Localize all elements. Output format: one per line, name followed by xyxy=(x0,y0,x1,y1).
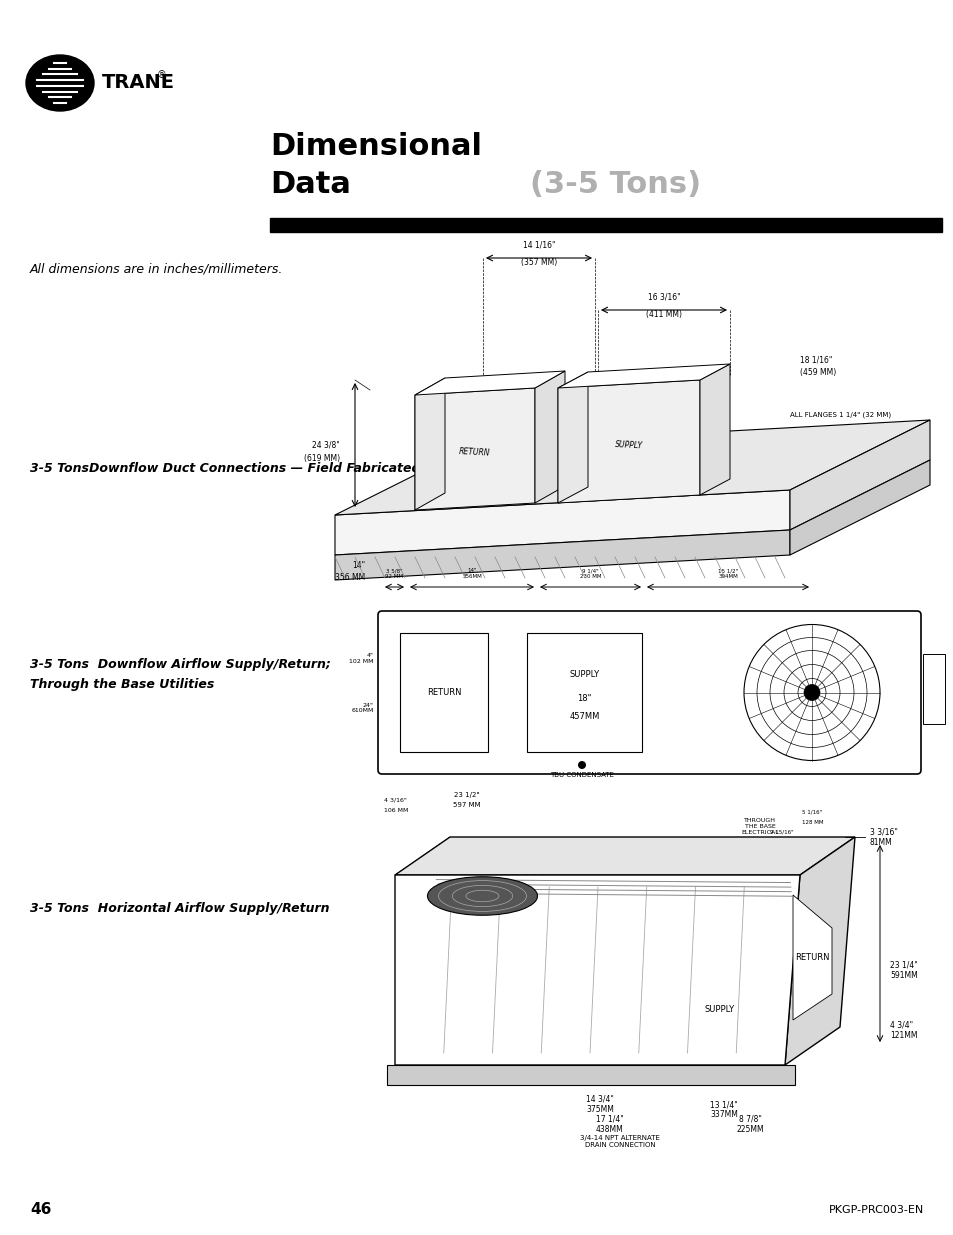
Polygon shape xyxy=(792,895,831,1020)
Polygon shape xyxy=(335,490,789,555)
Text: SUPPLY: SUPPLY xyxy=(704,1005,735,1014)
Circle shape xyxy=(743,625,879,761)
Polygon shape xyxy=(335,530,789,580)
Text: (411 MM): (411 MM) xyxy=(645,310,681,319)
Text: 3-5 Tons  Horizontal Airflow Supply/Return: 3-5 Tons Horizontal Airflow Supply/Retur… xyxy=(30,902,329,915)
Text: 23 1/2": 23 1/2" xyxy=(454,792,479,798)
Polygon shape xyxy=(395,837,854,876)
Text: 3-5 Tons  Downflow Airflow Supply/Return;: 3-5 Tons Downflow Airflow Supply/Return; xyxy=(30,658,331,671)
Text: TRANE: TRANE xyxy=(102,74,174,93)
Text: 24"
610MM: 24" 610MM xyxy=(352,703,374,714)
Text: 5 1/16": 5 1/16" xyxy=(801,810,821,815)
Text: THROUGH
THE BASE
ELECTRICAL: THROUGH THE BASE ELECTRICAL xyxy=(740,818,778,835)
Text: 3 5/8"
92 MM: 3 5/8" 92 MM xyxy=(385,568,403,579)
Text: 4 3/16": 4 3/16" xyxy=(384,798,406,803)
Text: 16 3/16": 16 3/16" xyxy=(647,293,679,303)
Text: RETURN: RETURN xyxy=(795,953,829,962)
Polygon shape xyxy=(700,364,729,495)
Text: 14 3/4"
375MM: 14 3/4" 375MM xyxy=(585,1095,614,1114)
Text: 46: 46 xyxy=(30,1203,51,1218)
Ellipse shape xyxy=(26,56,94,111)
Text: TBU CONDENSATE: TBU CONDENSATE xyxy=(550,772,614,778)
Text: 457MM: 457MM xyxy=(569,711,599,721)
Text: 14"
356MM: 14" 356MM xyxy=(461,568,481,579)
Circle shape xyxy=(803,684,820,700)
Text: PKGP-PRC003-EN: PKGP-PRC003-EN xyxy=(828,1205,923,1215)
Text: 3-5 TonsDownflow Duct Connections — Field Fabricated: 3-5 TonsDownflow Duct Connections — Fiel… xyxy=(30,462,420,475)
Text: 24 3/8": 24 3/8" xyxy=(312,441,339,450)
Text: ®: ® xyxy=(157,70,167,80)
Polygon shape xyxy=(558,364,729,388)
Polygon shape xyxy=(789,420,929,530)
Ellipse shape xyxy=(427,877,537,915)
Polygon shape xyxy=(535,370,564,503)
Text: Data: Data xyxy=(270,170,351,199)
Text: 3 3/16"
81MM: 3 3/16" 81MM xyxy=(869,827,897,847)
Text: 15 1/2"
394MM: 15 1/2" 394MM xyxy=(718,568,738,579)
Text: (357 MM): (357 MM) xyxy=(520,258,557,267)
Bar xyxy=(923,653,944,724)
Polygon shape xyxy=(789,459,929,555)
Polygon shape xyxy=(558,372,587,503)
Text: 3/4-14 NPT ALTERNATE
DRAIN CONNECTION: 3/4-14 NPT ALTERNATE DRAIN CONNECTION xyxy=(579,1135,659,1149)
Polygon shape xyxy=(784,837,854,1065)
Text: ALL FLANGES 1 1/4" (32 MM): ALL FLANGES 1 1/4" (32 MM) xyxy=(789,411,890,419)
Text: RETURN: RETURN xyxy=(458,447,491,458)
Polygon shape xyxy=(558,380,700,503)
Text: (459 MM): (459 MM) xyxy=(800,368,836,378)
Text: 17 1/4"
438MM: 17 1/4" 438MM xyxy=(596,1115,623,1135)
Text: (3-5 Tons): (3-5 Tons) xyxy=(530,170,700,199)
Polygon shape xyxy=(415,378,444,510)
Text: 356 MM: 356 MM xyxy=(335,573,365,583)
Text: Through the Base Utilities: Through the Base Utilities xyxy=(30,678,214,692)
Text: 597 MM: 597 MM xyxy=(453,802,480,808)
Text: 4 3/4"
121MM: 4 3/4" 121MM xyxy=(889,1020,917,1040)
Text: 18 1/16": 18 1/16" xyxy=(800,356,832,364)
FancyBboxPatch shape xyxy=(377,611,920,774)
Text: 14": 14" xyxy=(352,561,365,569)
Text: 252 MM: 252 MM xyxy=(770,840,792,845)
Text: RETURN: RETURN xyxy=(426,688,460,697)
Text: (619 MM): (619 MM) xyxy=(304,453,339,462)
Text: 18": 18" xyxy=(577,694,591,703)
Text: 106 MM: 106 MM xyxy=(384,808,408,813)
Text: 128 MM: 128 MM xyxy=(801,820,822,825)
Text: 23 1/4"
591MM: 23 1/4" 591MM xyxy=(889,961,917,979)
Text: SUPPLY: SUPPLY xyxy=(569,671,598,679)
Bar xyxy=(526,634,641,752)
Polygon shape xyxy=(387,1065,794,1086)
Text: 9 15/16": 9 15/16" xyxy=(769,830,793,835)
Circle shape xyxy=(578,761,585,769)
Text: All dimensions are in inches/millimeters.: All dimensions are in inches/millimeters… xyxy=(30,262,283,275)
Polygon shape xyxy=(415,388,535,510)
Text: 13 1/4"
337MM: 13 1/4" 337MM xyxy=(709,1100,737,1119)
Text: 4"
102 MM: 4" 102 MM xyxy=(349,653,374,663)
Text: Dimensional: Dimensional xyxy=(270,132,481,161)
Text: 14 1/16": 14 1/16" xyxy=(522,241,555,249)
Text: 9 1/4"
230 MM: 9 1/4" 230 MM xyxy=(579,568,600,579)
Text: SUPPLY: SUPPLY xyxy=(614,440,642,451)
Bar xyxy=(270,219,941,232)
Polygon shape xyxy=(335,420,929,515)
Polygon shape xyxy=(415,370,564,395)
Bar xyxy=(399,634,488,752)
Polygon shape xyxy=(395,876,800,1065)
Text: 8 7/8"
225MM: 8 7/8" 225MM xyxy=(736,1115,763,1135)
